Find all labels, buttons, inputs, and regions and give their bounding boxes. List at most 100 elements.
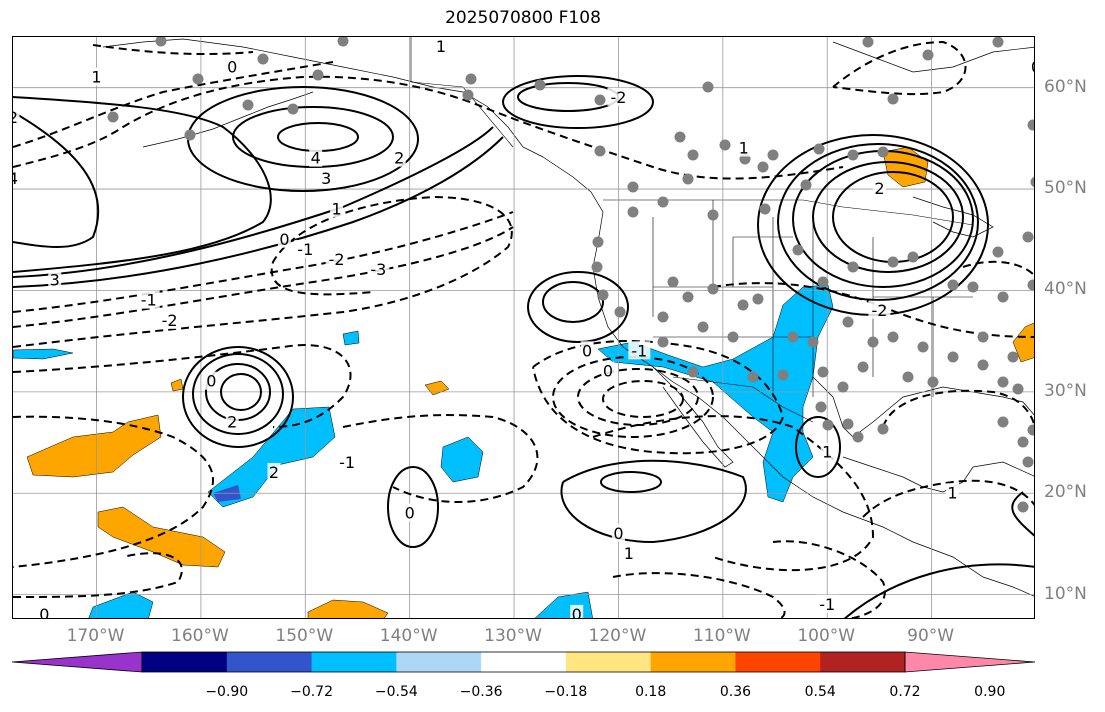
station-dot [614, 306, 626, 318]
colorbar-extend-low [11, 651, 143, 673]
positive-anomaly-region [170, 378, 184, 392]
colorbar-outline [141, 651, 906, 673]
contour-label-bg [611, 523, 625, 542]
negative-contour [13, 415, 214, 568]
contour-label-bg [392, 148, 406, 167]
station-dot [813, 143, 825, 155]
alaska-canada-border [410, 37, 514, 148]
contour-label-bg [277, 229, 291, 248]
station-dot [682, 291, 694, 303]
colorbar [11, 651, 1036, 673]
station-dot [792, 244, 804, 256]
positive-contour [13, 136, 504, 288]
contour-label-bg [434, 37, 448, 56]
height-anomaly-contours [13, 75, 1034, 618]
contour-label-bg [868, 300, 891, 319]
colorbar-segment [481, 652, 567, 672]
positive-contour [387, 466, 439, 548]
negative-anomaly-region [440, 436, 484, 483]
positive-contour [777, 143, 979, 301]
station-dot [184, 129, 196, 141]
station-dot [997, 376, 1009, 388]
colorbar-segment [226, 652, 313, 672]
station-dot [1027, 119, 1034, 131]
station-dot [667, 276, 679, 288]
latitude-label: 40°N [1044, 279, 1087, 300]
colorbar-tick-label: −0.90 [205, 684, 249, 700]
contour-label: 1 [624, 544, 634, 563]
station-dot [462, 89, 474, 101]
station-dot [992, 246, 1004, 258]
station-dot [877, 423, 889, 435]
contour-label-bg [325, 250, 348, 269]
colorbar-tick-label: −0.72 [290, 684, 333, 700]
colorbar-segment [650, 652, 736, 672]
contour-label-bg [820, 442, 834, 461]
contour-label: 2 [13, 108, 18, 127]
positive-contour [1011, 491, 1034, 537]
station-dot [1027, 424, 1034, 436]
contour-label: 3 [321, 169, 331, 188]
contour-label: 0 [582, 341, 592, 360]
negative-contour [342, 414, 539, 503]
contour-label: 2 [227, 412, 237, 431]
station-dot [767, 149, 779, 161]
negative-anomaly-region [342, 330, 360, 346]
colorbar-tick-label: −0.54 [374, 684, 418, 700]
station-dot [657, 196, 669, 208]
negative-contour [602, 380, 684, 418]
negative-contour [13, 226, 514, 328]
station-dot [992, 37, 1004, 48]
contour-label: -1 [339, 453, 355, 472]
station-dot [927, 376, 939, 388]
colorbar-segment [735, 652, 821, 672]
longitude-label: 100°W [797, 626, 856, 646]
positive-anomaly-region [307, 599, 389, 618]
great-lakes [912, 196, 994, 238]
negative-contour [772, 540, 886, 618]
station-dot [1030, 176, 1034, 188]
contour-label: 4 [311, 149, 321, 168]
station-dot [534, 79, 546, 91]
positive-contour [542, 281, 604, 323]
colorbar-tick-label: −0.18 [544, 684, 588, 700]
contour-label: 0 [405, 504, 415, 523]
station-dot [817, 276, 829, 288]
us-canada-border [603, 199, 974, 226]
negative-anomaly-region [534, 591, 593, 618]
station-dot [657, 311, 669, 323]
contour-label: -3 [370, 260, 386, 279]
negative-contour [13, 552, 183, 598]
contour-label-bg [945, 483, 959, 502]
colorbar-tick-label: 0.72 [889, 684, 921, 700]
contour-label: 0 [227, 57, 237, 76]
contour-label: -1 [297, 240, 313, 259]
station-dot [747, 371, 759, 383]
station-dot [682, 173, 694, 185]
station-dot [1017, 501, 1029, 513]
positive-contour [220, 373, 262, 411]
positive-contour [502, 75, 654, 129]
negative-anomaly-region [597, 284, 834, 503]
station-dot [591, 261, 603, 273]
latitude-label: 20°N [1044, 482, 1087, 503]
station-dot [752, 293, 764, 305]
colorbar-tick-label: −0.36 [459, 684, 503, 700]
station-dot [759, 203, 771, 215]
station-dot [857, 361, 869, 373]
latitude-label: 30°N [1044, 380, 1087, 401]
positive-contour [13, 96, 272, 273]
latitude-label: 60°N [1044, 76, 1087, 97]
contour-label: 1 [91, 68, 101, 87]
contour-label: -1 [631, 341, 647, 360]
positive-contour [13, 111, 100, 248]
station-dot [1027, 279, 1034, 291]
longitude-label: 170°W [66, 626, 125, 646]
positive-contour [182, 346, 294, 448]
map-panel: 10124343210-1-2-1-2-3-2102-200-1022-1001… [12, 36, 1035, 619]
station-dot [847, 261, 859, 273]
contour-label-bg [816, 594, 839, 613]
station-dot [107, 111, 119, 123]
station-dot [867, 336, 879, 348]
contour-label: 0 [279, 230, 289, 249]
